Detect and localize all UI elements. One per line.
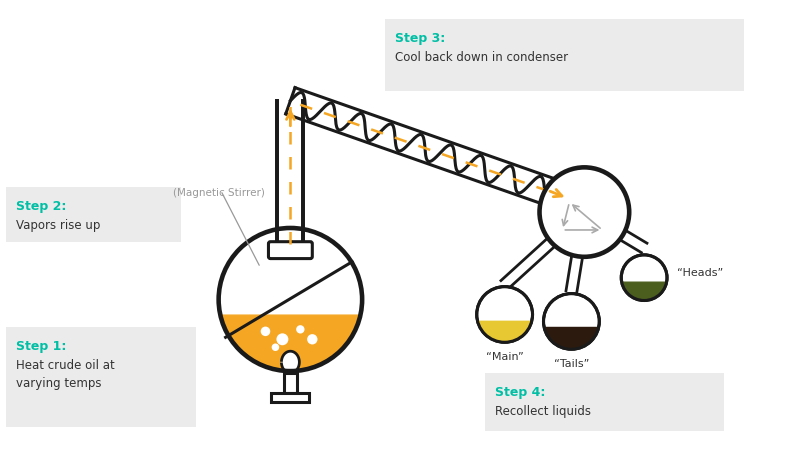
FancyBboxPatch shape: [269, 242, 312, 259]
Text: Recollect liquids: Recollect liquids: [494, 405, 590, 418]
FancyBboxPatch shape: [6, 187, 181, 242]
Polygon shape: [622, 282, 666, 301]
FancyBboxPatch shape: [385, 19, 744, 91]
Polygon shape: [566, 255, 582, 292]
Text: Step 2:: Step 2:: [16, 200, 66, 213]
Circle shape: [543, 293, 599, 349]
Circle shape: [296, 325, 305, 333]
Text: Vapors rise up: Vapors rise up: [16, 219, 101, 232]
Polygon shape: [278, 101, 303, 249]
Polygon shape: [270, 244, 310, 256]
FancyBboxPatch shape: [284, 373, 297, 393]
Text: “Main”: “Main”: [486, 352, 523, 362]
Text: Step 4:: Step 4:: [494, 386, 545, 399]
Polygon shape: [282, 351, 299, 373]
Polygon shape: [501, 238, 555, 288]
Polygon shape: [620, 230, 647, 252]
Polygon shape: [478, 321, 532, 342]
Text: “Tails”: “Tails”: [554, 359, 589, 369]
Polygon shape: [544, 328, 598, 349]
Text: Heat crude oil at
varying temps: Heat crude oil at varying temps: [16, 359, 115, 390]
Polygon shape: [284, 373, 297, 393]
Polygon shape: [286, 88, 564, 208]
Text: (Magnetic Stirrer): (Magnetic Stirrer): [173, 188, 265, 198]
Text: “Heads”: “Heads”: [678, 268, 723, 278]
FancyBboxPatch shape: [271, 393, 310, 402]
Circle shape: [307, 334, 318, 344]
FancyBboxPatch shape: [485, 373, 724, 431]
Circle shape: [622, 255, 667, 301]
FancyBboxPatch shape: [6, 327, 196, 427]
Circle shape: [539, 167, 630, 257]
Circle shape: [261, 327, 270, 336]
Text: Step 3:: Step 3:: [395, 32, 446, 45]
Circle shape: [277, 333, 288, 345]
Circle shape: [272, 343, 279, 351]
Text: Cool back down in condenser: Cool back down in condenser: [395, 51, 568, 64]
Polygon shape: [220, 315, 361, 371]
Text: Step 1:: Step 1:: [16, 340, 66, 353]
Circle shape: [477, 287, 533, 342]
